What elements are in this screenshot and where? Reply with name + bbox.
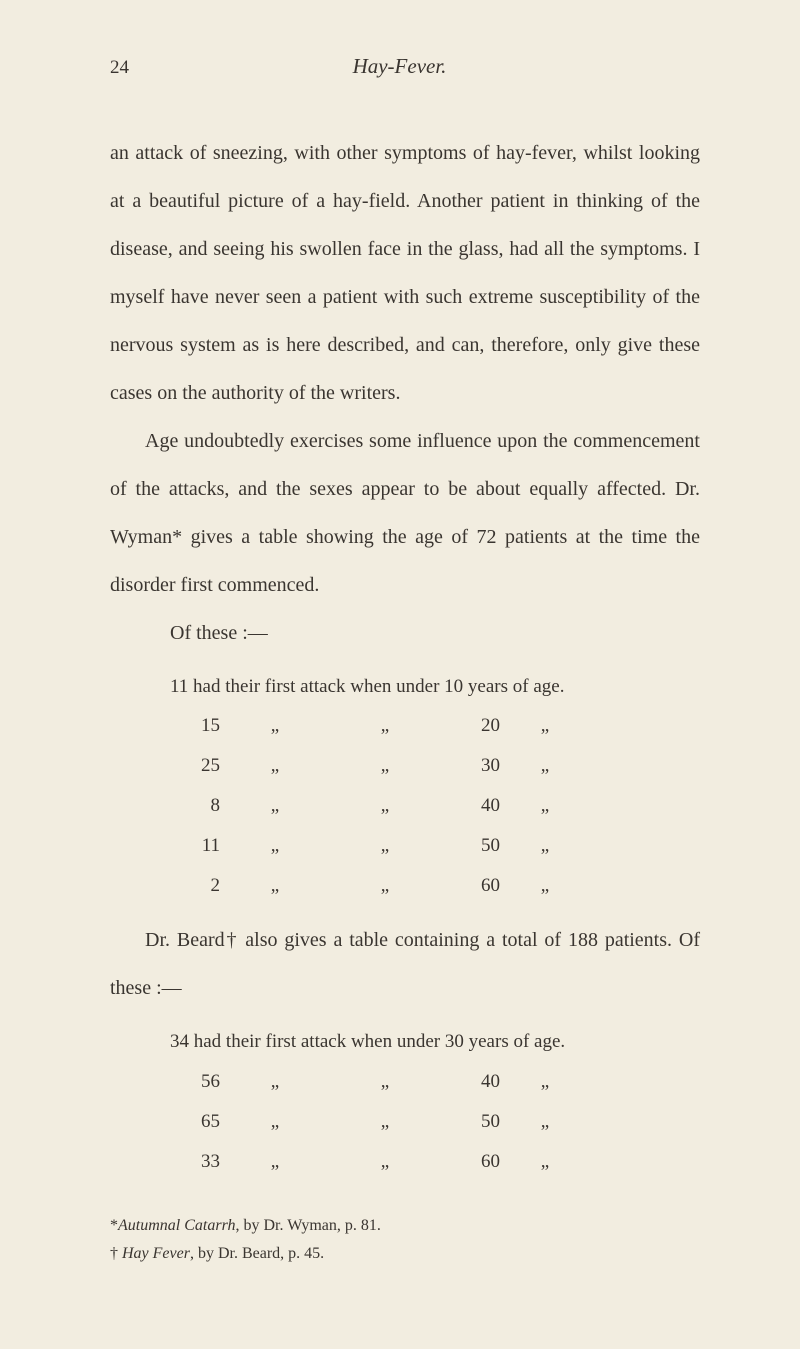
ditto-mark: „ xyxy=(220,746,330,786)
footnote2-marker: † xyxy=(110,1245,118,1262)
ditto-mark: „ xyxy=(220,1102,330,1142)
table-row: 2„„60„ xyxy=(170,866,700,906)
ditto-mark: „ xyxy=(330,1142,440,1182)
ditto-mark: „ xyxy=(330,826,440,866)
ditto-mark: „ xyxy=(220,786,330,826)
beard-table: 34 had their first attack when under 30 … xyxy=(170,1022,700,1182)
ditto-mark: „ xyxy=(500,866,590,906)
page-header: 24 Hay-Fever. xyxy=(110,50,700,84)
age-value: 60 xyxy=(440,1142,500,1182)
ditto-mark: „ xyxy=(220,866,330,906)
age-value: 30 xyxy=(440,746,500,786)
age-value: 20 xyxy=(440,706,500,746)
footnote1-title: Autumnal Catarrh xyxy=(118,1217,236,1234)
footnote1-marker: * xyxy=(110,1217,118,1234)
count-value: 25 xyxy=(170,746,220,786)
ditto-mark: „ xyxy=(500,706,590,746)
ditto-mark: „ xyxy=(500,1062,590,1102)
footnote2-text: , by Dr. Beard, p. 45. xyxy=(190,1245,324,1262)
count-value: 2 xyxy=(170,866,220,906)
ditto-mark: „ xyxy=(220,1142,330,1182)
running-title: Hay-Fever. xyxy=(129,50,670,84)
age-value: 60 xyxy=(440,866,500,906)
paragraph-1: an attack of sneezing, with other sympto… xyxy=(110,129,700,417)
table-row: 15„„20„ xyxy=(170,706,700,746)
ditto-mark: „ xyxy=(220,706,330,746)
age-value: 40 xyxy=(440,1062,500,1102)
age-value: 50 xyxy=(440,1102,500,1142)
table1-header-row: 11 had their first attack when under 10 … xyxy=(170,667,700,707)
ditto-mark: „ xyxy=(500,786,590,826)
ditto-mark: „ xyxy=(330,866,440,906)
age-value: 50 xyxy=(440,826,500,866)
table-row: 56„„40„ xyxy=(170,1062,700,1102)
table-row: 11„„50„ xyxy=(170,826,700,866)
count-value: 8 xyxy=(170,786,220,826)
age-value: 40 xyxy=(440,786,500,826)
table2-header-row: 34 had their first attack when under 30 … xyxy=(170,1022,700,1062)
page-number: 24 xyxy=(110,53,129,83)
body-text: an attack of sneezing, with other sympto… xyxy=(110,129,700,609)
ditto-mark: „ xyxy=(330,1062,440,1102)
ditto-mark: „ xyxy=(330,746,440,786)
beard-paragraph: Dr. Beard† also gives a table containing… xyxy=(110,916,700,1012)
footnote1-text: , by Dr. Wyman, p. 81. xyxy=(236,1217,381,1234)
count-value: 56 xyxy=(170,1062,220,1102)
ditto-mark: „ xyxy=(500,1102,590,1142)
table-row: 33„„60„ xyxy=(170,1142,700,1182)
ditto-mark: „ xyxy=(220,826,330,866)
wyman-table: 11 had their first attack when under 10 … xyxy=(170,667,700,906)
ditto-mark: „ xyxy=(500,746,590,786)
ditto-mark: „ xyxy=(330,786,440,826)
footnote-2: † Hay Fever, by Dr. Beard, p. 45. xyxy=(110,1240,700,1269)
ditto-mark: „ xyxy=(330,706,440,746)
footnotes: *Autumnal Catarrh, by Dr. Wyman, p. 81. … xyxy=(110,1212,700,1270)
ditto-mark: „ xyxy=(500,826,590,866)
ditto-mark: „ xyxy=(500,1142,590,1182)
paragraph-3: Dr. Beard† also gives a table containing… xyxy=(110,916,700,1012)
table-row: 65„„50„ xyxy=(170,1102,700,1142)
count-value: 11 xyxy=(170,826,220,866)
paragraph-2: Age undoubtedly exercises some influence… xyxy=(110,417,700,609)
count-value: 65 xyxy=(170,1102,220,1142)
ditto-mark: „ xyxy=(330,1102,440,1142)
count-value: 15 xyxy=(170,706,220,746)
table-row: 25„„30„ xyxy=(170,746,700,786)
footnote2-title: Hay Fever xyxy=(118,1245,190,1262)
table-row: 8„„40„ xyxy=(170,786,700,826)
of-these-label: Of these :— xyxy=(170,609,700,657)
ditto-mark: „ xyxy=(220,1062,330,1102)
count-value: 33 xyxy=(170,1142,220,1182)
footnote-1: *Autumnal Catarrh, by Dr. Wyman, p. 81. xyxy=(110,1212,700,1241)
